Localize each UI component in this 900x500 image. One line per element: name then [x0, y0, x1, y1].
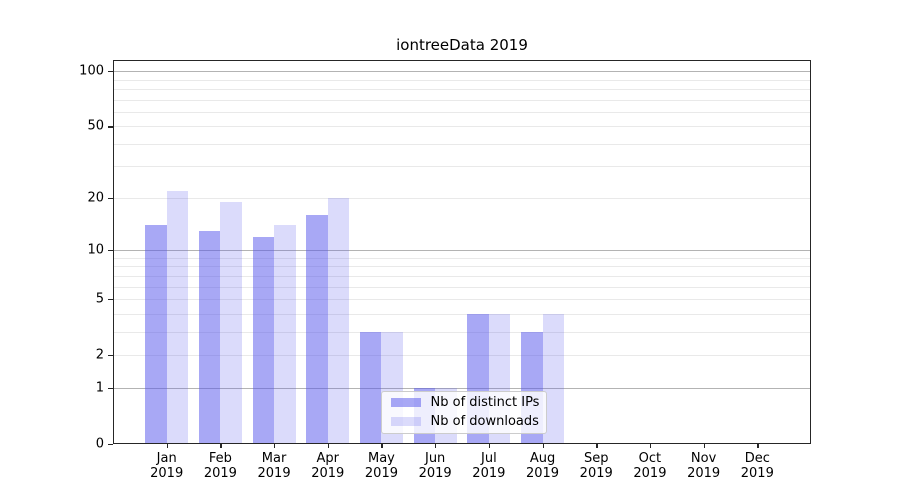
y-tick-mark	[108, 197, 113, 200]
x-tick-mark	[327, 443, 330, 448]
x-tick-label: Aug 2019	[525, 450, 560, 482]
y-tick-mark	[108, 387, 113, 389]
x-tick-label: Mar 2019	[257, 450, 291, 482]
minor-gridline	[114, 313, 810, 315]
bar-downloads-feb	[220, 201, 242, 444]
bar-downloads-jan	[166, 190, 189, 444]
bar-distinct-ips-may	[359, 331, 382, 444]
minor-gridline	[114, 111, 810, 113]
bar-distinct-ips-feb	[198, 230, 221, 444]
y-tick-label: 5	[95, 291, 104, 307]
x-tick-label: Jul 2019	[472, 450, 506, 482]
minor-gridline	[114, 257, 810, 259]
minor-gridline	[114, 143, 810, 145]
x-tick-label: Nov 2019	[687, 450, 721, 482]
x-tick-mark	[542, 443, 544, 448]
x-tick-label: May 2019	[364, 450, 398, 482]
bar-downloads-mar	[274, 225, 296, 444]
y-tick-label: 50	[87, 118, 104, 134]
major-gridline	[114, 387, 810, 389]
bar-downloads-aug	[542, 313, 565, 444]
legend-swatch-distinct-ips	[390, 397, 421, 408]
legend-item: Nb of downloads	[390, 413, 546, 429]
minor-gridline	[114, 197, 810, 199]
x-tick-label: Jun 2019	[418, 450, 452, 482]
minor-gridline	[114, 266, 810, 268]
minor-gridline	[114, 275, 810, 277]
x-tick-mark	[596, 443, 598, 448]
x-tick-label: Feb 2019	[203, 450, 237, 482]
y-tick-label: 10	[87, 242, 104, 258]
legend-swatch-downloads	[390, 416, 421, 427]
y-tick-mark	[108, 298, 113, 301]
bar-downloads-apr	[327, 197, 350, 444]
minor-gridline	[114, 126, 810, 128]
x-tick-mark	[381, 443, 383, 448]
x-tick-mark	[649, 443, 652, 448]
x-tick-mark	[220, 443, 222, 448]
legend-label: Nb of downloads	[430, 413, 539, 429]
y-tick-mark	[108, 354, 113, 357]
y-tick-mark	[108, 71, 113, 73]
x-tick-label: Jan 2019	[150, 450, 184, 482]
y-tick-label: 100	[79, 63, 104, 79]
legend-label: Nb of distinct IPs	[430, 395, 540, 411]
y-tick-label: 1	[95, 380, 104, 396]
minor-gridline	[114, 166, 810, 168]
x-tick-mark	[757, 443, 759, 448]
legend-item: Nb of distinct IPs	[390, 395, 546, 411]
x-tick-mark	[435, 443, 437, 448]
minor-gridline	[114, 99, 810, 101]
y-tick-label: 0	[95, 436, 104, 451]
x-tick-mark	[166, 443, 168, 448]
x-tick-mark	[488, 443, 491, 448]
bar-distinct-ips-mar	[252, 236, 275, 444]
bar-distinct-ips-apr	[306, 214, 328, 444]
minor-gridline	[114, 298, 810, 300]
x-tick-label: Sep 2019	[579, 450, 613, 482]
minor-gridline	[114, 286, 810, 288]
bar-distinct-ips-jan	[145, 225, 167, 444]
x-tick-label: Oct 2019	[633, 450, 667, 482]
chart-title: iontreeData 2019	[396, 36, 528, 54]
minor-gridline	[114, 354, 810, 356]
x-tick-mark	[274, 443, 276, 448]
minor-gridline	[114, 331, 810, 333]
major-gridline	[114, 71, 810, 73]
y-tick-mark	[108, 250, 113, 252]
x-tick-mark	[703, 443, 705, 448]
minor-gridline	[114, 79, 810, 81]
major-gridline	[114, 250, 810, 252]
y-tick-label: 20	[87, 190, 104, 206]
y-tick-mark	[108, 126, 113, 128]
minor-gridline	[114, 88, 810, 90]
y-tick-label: 2	[95, 347, 104, 363]
y-tick-mark	[108, 443, 113, 445]
x-tick-label: Apr 2019	[311, 450, 345, 482]
x-tick-label: Dec 2019	[740, 450, 774, 482]
legend: Nb of distinct IPs Nb of downloads	[380, 390, 547, 434]
